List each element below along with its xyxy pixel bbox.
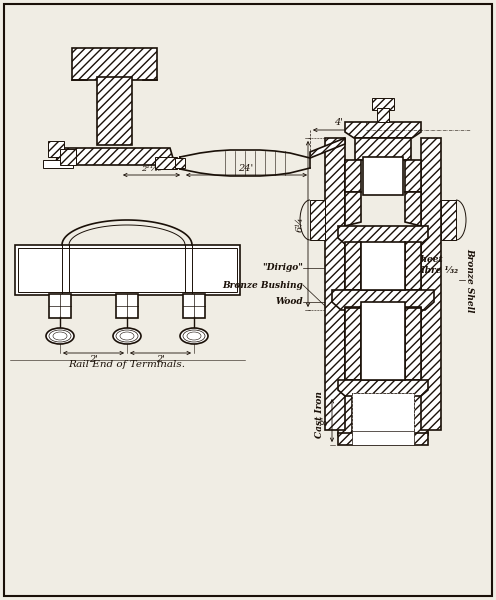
Text: 1⁵⁄₁₆: 1⁵⁄₁₆ xyxy=(374,170,391,178)
Polygon shape xyxy=(325,138,345,430)
Bar xyxy=(345,242,361,290)
Bar xyxy=(338,390,352,435)
Bar xyxy=(43,160,73,168)
Bar xyxy=(372,98,394,110)
Text: 2': 2' xyxy=(156,355,165,364)
Polygon shape xyxy=(310,200,325,240)
Polygon shape xyxy=(405,192,421,226)
Bar xyxy=(405,160,421,192)
Polygon shape xyxy=(345,122,421,138)
Bar xyxy=(414,390,428,435)
Ellipse shape xyxy=(187,332,201,340)
Bar xyxy=(377,108,389,122)
Polygon shape xyxy=(310,138,345,158)
Polygon shape xyxy=(338,380,428,396)
Bar xyxy=(97,77,132,145)
Ellipse shape xyxy=(53,332,67,340)
Polygon shape xyxy=(332,290,434,310)
Polygon shape xyxy=(60,149,76,165)
Ellipse shape xyxy=(120,332,134,340)
Bar xyxy=(345,308,361,380)
Ellipse shape xyxy=(113,328,141,344)
Polygon shape xyxy=(48,141,64,157)
Bar xyxy=(361,302,405,380)
Text: "Dirigo": "Dirigo" xyxy=(262,263,303,272)
Bar xyxy=(361,242,405,290)
Ellipse shape xyxy=(183,330,205,342)
Bar xyxy=(49,294,71,318)
Text: Bronze Bushing: Bronze Bushing xyxy=(222,280,303,289)
Bar xyxy=(72,48,157,80)
Text: Cast Iron: Cast Iron xyxy=(315,392,324,439)
Ellipse shape xyxy=(116,330,138,342)
Bar xyxy=(352,431,414,445)
Bar xyxy=(116,294,138,318)
Text: 4': 4' xyxy=(334,118,342,127)
Bar xyxy=(405,242,421,290)
Polygon shape xyxy=(441,200,456,240)
Bar xyxy=(345,160,361,192)
Text: 4': 4' xyxy=(379,319,387,328)
Ellipse shape xyxy=(46,328,74,344)
Bar xyxy=(155,157,177,169)
Bar xyxy=(355,138,411,160)
Polygon shape xyxy=(421,138,441,430)
Text: 24': 24' xyxy=(239,164,253,173)
Text: 8": 8" xyxy=(321,415,330,425)
Text: 1¼: 1¼ xyxy=(376,249,390,258)
Text: 2¹¹⁄₁₆: 2¹¹⁄₁₆ xyxy=(141,165,161,173)
Text: Wood: Wood xyxy=(275,298,303,307)
Bar xyxy=(352,393,414,435)
Text: 6¼: 6¼ xyxy=(296,216,305,232)
Text: Rail End of Terminals.: Rail End of Terminals. xyxy=(68,360,186,369)
Text: 3½: 3½ xyxy=(376,409,390,418)
Text: 2': 2' xyxy=(89,355,97,364)
Ellipse shape xyxy=(180,328,208,344)
Text: Sheet
Fibre ¹⁄₃₂: Sheet Fibre ¹⁄₃₂ xyxy=(415,256,458,275)
Bar xyxy=(15,245,240,295)
Bar xyxy=(405,308,421,380)
Bar xyxy=(338,433,428,445)
Bar xyxy=(345,307,361,342)
Bar xyxy=(18,248,237,292)
Text: Bronze Shell: Bronze Shell xyxy=(466,248,475,312)
Bar xyxy=(405,307,421,342)
Polygon shape xyxy=(338,226,428,244)
Bar xyxy=(363,157,403,195)
Bar xyxy=(352,393,414,435)
Polygon shape xyxy=(345,192,361,226)
Text: 3': 3' xyxy=(379,391,387,400)
Bar xyxy=(175,158,185,168)
Ellipse shape xyxy=(49,330,71,342)
Polygon shape xyxy=(55,148,175,165)
Bar xyxy=(183,294,205,318)
